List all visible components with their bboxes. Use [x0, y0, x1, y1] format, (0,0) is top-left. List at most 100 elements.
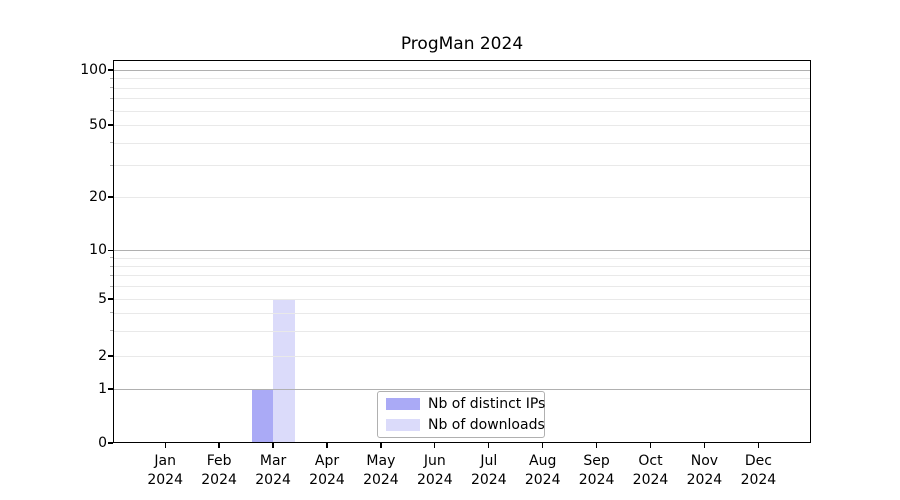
gridline-minor: [113, 87, 811, 89]
x-tick-year: 2024: [740, 472, 777, 488]
x-tick-label: Sep 2024: [565, 452, 629, 490]
gridline-minor: [113, 257, 811, 259]
y-tick-label: 2: [98, 348, 107, 365]
y-minor-tick: [110, 87, 113, 89]
x-tick: [218, 443, 220, 448]
legend-entry: Nb of downloads: [386, 416, 545, 433]
x-tick-month: Sep: [583, 453, 610, 469]
x-tick-year: 2024: [578, 472, 615, 488]
y-tick: [108, 388, 113, 390]
y-minor-tick: [110, 330, 113, 332]
y-minor-tick: [110, 257, 113, 259]
x-tick-label: Jul 2024: [457, 452, 521, 490]
gridline-minor: [113, 78, 811, 80]
gridline-major: [113, 250, 811, 252]
y-minor-tick: [110, 274, 113, 276]
chart-title: ProgMan 2024: [400, 34, 524, 54]
y-tick-label: 10: [89, 242, 107, 259]
gridline-minor: [113, 356, 811, 358]
x-tick: [542, 443, 544, 448]
x-tick-year: 2024: [686, 472, 723, 488]
x-tick: [703, 443, 706, 448]
y-tick-label: 100: [80, 62, 107, 78]
y-tick-label: 1: [98, 381, 107, 397]
x-tick-label: Mar 2024: [241, 452, 305, 490]
legend-swatch: [386, 398, 420, 411]
x-tick-month: Oct: [638, 453, 663, 469]
x-tick-label: Nov 2024: [672, 452, 736, 490]
x-tick: [595, 443, 598, 448]
x-tick-month: Mar: [259, 453, 287, 469]
legend-label: Nb of distinct IPs: [428, 396, 546, 413]
x-tick-month: Jun: [423, 453, 446, 469]
x-tick-label: Jun 2024: [403, 452, 467, 490]
x-tick-year: 2024: [309, 472, 345, 488]
gridline-minor: [113, 98, 811, 100]
gridline-minor: [113, 142, 811, 144]
x-tick-month: Feb: [206, 453, 232, 469]
x-tick-year: 2024: [255, 472, 291, 488]
y-tick-label: 20: [89, 189, 107, 206]
gridline-minor: [113, 286, 811, 288]
x-tick: [326, 443, 328, 448]
x-tick-year: 2024: [201, 472, 237, 488]
x-tick: [380, 443, 382, 448]
x-tick-year: 2024: [363, 472, 399, 488]
x-tick: [649, 443, 652, 448]
x-tick-month: Dec: [744, 453, 772, 469]
gridline-minor: [113, 312, 811, 314]
x-tick-label: Aug 2024: [511, 452, 575, 490]
y-minor-tick: [110, 312, 113, 314]
y-tick-label: 5: [98, 291, 107, 307]
x-tick: [434, 443, 436, 448]
x-tick-label: Apr 2024: [295, 452, 359, 490]
legend-label: Nb of downloads: [428, 416, 545, 433]
x-tick-label: Dec 2024: [726, 452, 790, 490]
y-tick: [108, 298, 113, 300]
legend-swatch: [386, 418, 420, 431]
x-tick-year: 2024: [147, 472, 183, 488]
gridline-minor: [113, 165, 811, 167]
gridline-minor: [113, 299, 811, 300]
y-tick: [108, 442, 113, 444]
gridline-minor: [113, 110, 811, 112]
y-tick-label: 0: [98, 435, 107, 451]
x-tick: [757, 443, 760, 448]
y-tick: [108, 355, 113, 357]
x-tick-label: Oct 2024: [619, 452, 683, 490]
x-tick-month: Nov: [690, 453, 719, 469]
y-tick-label: 50: [89, 117, 107, 134]
x-tick-year: 2024: [632, 472, 669, 488]
x-tick-month: Jan: [154, 453, 176, 469]
y-minor-tick: [110, 110, 113, 112]
legend: Nb of distinct IPs Nb of downloads: [377, 391, 545, 438]
x-tick-month: Aug: [529, 453, 557, 469]
plot-border: [113, 60, 811, 443]
x-tick-label: May 2024: [349, 452, 413, 490]
y-tick: [108, 69, 113, 71]
legend-entry: Nb of distinct IPs: [386, 396, 546, 413]
gridline-minor: [113, 275, 811, 277]
gridline-minor: [113, 197, 811, 199]
gridline-minor: [113, 330, 811, 332]
y-minor-tick: [110, 164, 113, 166]
x-tick-year: 2024: [524, 472, 561, 488]
gridline-minor: [113, 125, 811, 127]
y-minor-tick: [110, 142, 113, 144]
y-tick: [108, 124, 113, 126]
bar-mar-series1: [273, 299, 295, 443]
x-tick-year: 2024: [416, 472, 453, 488]
x-tick-label: Feb 2024: [187, 452, 251, 490]
y-tick: [108, 249, 113, 252]
y-minor-tick: [110, 97, 113, 99]
y-minor-tick: [110, 77, 113, 79]
y-minor-tick: [110, 285, 113, 287]
y-tick: [108, 196, 113, 198]
gridline-major: [113, 70, 811, 71]
x-tick-year: 2024: [470, 472, 507, 488]
plot-area: [113, 60, 811, 443]
x-tick: [488, 443, 490, 448]
bar-mar-series0: [251, 389, 274, 443]
x-tick-label: Jan 2024: [133, 452, 197, 490]
x-tick-month: Apr: [314, 453, 340, 469]
